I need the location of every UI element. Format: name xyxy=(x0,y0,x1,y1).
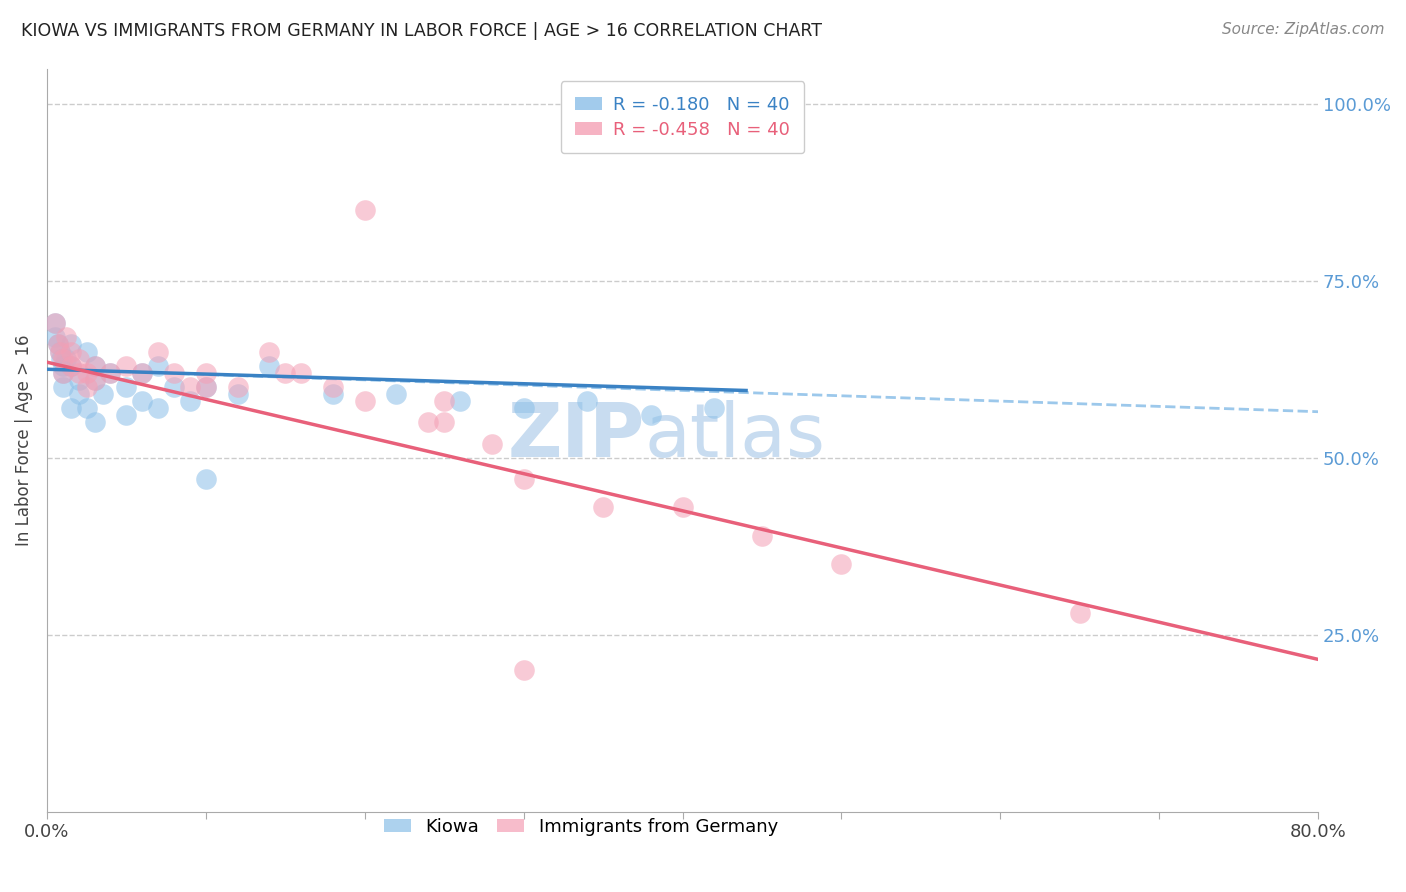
Point xyxy=(115,359,138,373)
Point xyxy=(83,373,105,387)
Text: atlas: atlas xyxy=(644,400,825,473)
Point xyxy=(322,387,344,401)
Point xyxy=(290,366,312,380)
Point xyxy=(259,344,281,359)
Point xyxy=(83,359,105,373)
Point xyxy=(83,415,105,429)
Point xyxy=(592,500,614,515)
Point xyxy=(131,394,153,409)
Point xyxy=(512,663,534,677)
Point xyxy=(131,366,153,380)
Point xyxy=(55,351,77,366)
Text: Source: ZipAtlas.com: Source: ZipAtlas.com xyxy=(1222,22,1385,37)
Point xyxy=(44,316,66,330)
Point xyxy=(59,337,82,351)
Point xyxy=(433,394,456,409)
Point xyxy=(640,409,662,423)
Point xyxy=(67,373,90,387)
Point xyxy=(576,394,599,409)
Point xyxy=(353,394,375,409)
Point xyxy=(55,330,77,344)
Point xyxy=(67,387,90,401)
Point xyxy=(449,394,471,409)
Point xyxy=(179,380,201,394)
Point xyxy=(194,472,217,486)
Point xyxy=(163,380,186,394)
Point xyxy=(115,409,138,423)
Point xyxy=(59,359,82,373)
Point xyxy=(83,373,105,387)
Text: ZIP: ZIP xyxy=(508,400,644,473)
Point xyxy=(52,380,75,394)
Point xyxy=(76,344,98,359)
Point xyxy=(751,528,773,542)
Point xyxy=(46,337,69,351)
Point xyxy=(67,366,90,380)
Point xyxy=(44,316,66,330)
Point xyxy=(481,436,503,450)
Text: KIOWA VS IMMIGRANTS FROM GERMANY IN LABOR FORCE | AGE > 16 CORRELATION CHART: KIOWA VS IMMIGRANTS FROM GERMANY IN LABO… xyxy=(21,22,823,40)
Point xyxy=(433,415,456,429)
Point xyxy=(52,366,75,380)
Point xyxy=(146,344,169,359)
Point xyxy=(179,394,201,409)
Point xyxy=(83,359,105,373)
Point xyxy=(115,380,138,394)
Point xyxy=(44,330,66,344)
Point xyxy=(59,359,82,373)
Point xyxy=(163,366,186,380)
Point xyxy=(131,366,153,380)
Point xyxy=(146,401,169,416)
Point xyxy=(259,359,281,373)
Point xyxy=(46,337,69,351)
Point xyxy=(51,351,73,366)
Point xyxy=(48,344,70,359)
Point xyxy=(353,202,375,217)
Point xyxy=(146,359,169,373)
Y-axis label: In Labor Force | Age > 16: In Labor Force | Age > 16 xyxy=(15,334,32,546)
Point xyxy=(274,366,297,380)
Point xyxy=(76,401,98,416)
Point xyxy=(67,351,90,366)
Point xyxy=(830,557,852,571)
Point xyxy=(226,380,249,394)
Legend: Kiowa, Immigrants from Germany: Kiowa, Immigrants from Germany xyxy=(377,811,785,843)
Point xyxy=(76,380,98,394)
Point xyxy=(226,387,249,401)
Point xyxy=(418,415,440,429)
Point xyxy=(100,366,122,380)
Point xyxy=(59,344,82,359)
Point xyxy=(385,387,408,401)
Point xyxy=(512,401,534,416)
Point xyxy=(52,359,75,373)
Point xyxy=(194,366,217,380)
Point xyxy=(671,500,693,515)
Point xyxy=(91,387,114,401)
Point xyxy=(322,380,344,394)
Point xyxy=(52,351,75,366)
Point xyxy=(59,401,82,416)
Point xyxy=(52,366,75,380)
Point xyxy=(512,472,534,486)
Point xyxy=(48,344,70,359)
Point xyxy=(76,366,98,380)
Point xyxy=(1069,607,1091,621)
Point xyxy=(703,401,725,416)
Point xyxy=(194,380,217,394)
Point xyxy=(100,366,122,380)
Point xyxy=(194,380,217,394)
